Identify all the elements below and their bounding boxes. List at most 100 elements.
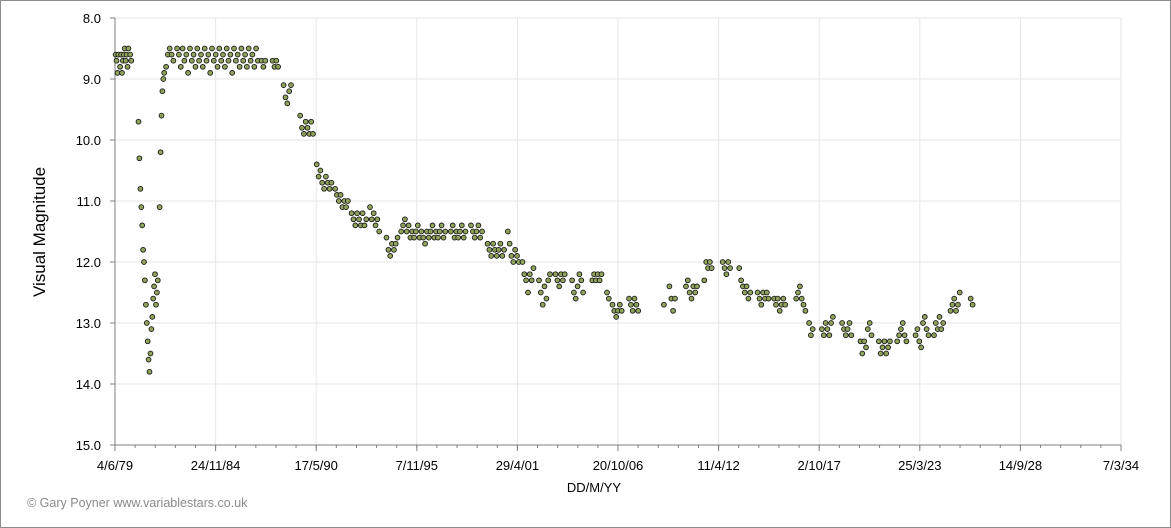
data-point: [139, 222, 146, 229]
data-point: [282, 94, 289, 101]
data-point: [618, 307, 625, 314]
data-point: [672, 295, 678, 302]
data-point: [692, 289, 699, 296]
data-point: [135, 118, 142, 125]
data-point: [275, 63, 281, 70]
data-point: [723, 271, 730, 278]
data-point: [176, 51, 182, 58]
data-point: [391, 246, 397, 253]
data-point: [352, 222, 359, 229]
data-point: [519, 259, 526, 265]
data-point: [629, 307, 636, 314]
data-point: [846, 320, 853, 326]
data-point: [526, 271, 533, 278]
data-point: [196, 57, 202, 64]
data-point: [864, 326, 871, 332]
data-point: [422, 240, 428, 247]
data-point: [223, 45, 230, 52]
data-point: [955, 301, 961, 308]
data-point: [435, 234, 441, 241]
data-point: [598, 271, 605, 278]
data-points: [112, 45, 976, 375]
data-point: [508, 253, 515, 259]
data-point: [317, 167, 324, 174]
data-point: [402, 216, 408, 223]
data-point: [403, 228, 410, 235]
data-point: [547, 271, 553, 278]
data-point: [580, 289, 586, 296]
data-point: [383, 234, 390, 241]
data-point: [166, 45, 173, 52]
data-point: [319, 179, 326, 186]
data-point: [545, 277, 552, 284]
data-point: [798, 295, 805, 302]
data-point: [205, 51, 212, 58]
data-point: [719, 259, 726, 265]
data-point: [876, 338, 882, 345]
data-point: [348, 210, 355, 217]
data-point: [839, 320, 845, 326]
data-point: [477, 234, 484, 241]
data-point: [170, 57, 177, 64]
data-point: [521, 271, 528, 278]
data-point: [449, 222, 456, 229]
data-point: [302, 118, 309, 125]
data-point: [631, 295, 638, 302]
data-point: [122, 57, 129, 64]
data-point: [756, 295, 763, 302]
data-point: [486, 246, 493, 253]
data-point: [280, 82, 287, 88]
x-tick-label: 24/11/84: [191, 458, 241, 473]
data-point: [413, 228, 419, 235]
data-point: [297, 112, 304, 119]
data-point: [288, 82, 294, 88]
data-point: [916, 338, 923, 345]
data-point: [605, 295, 612, 302]
data-point: [774, 295, 781, 302]
data-point: [273, 57, 280, 64]
data-point: [863, 344, 869, 351]
y-tick-label: 12.0: [76, 255, 101, 270]
data-point: [161, 70, 168, 76]
data-point: [727, 265, 733, 271]
data-point: [187, 45, 193, 52]
data-point: [525, 289, 531, 296]
data-point: [262, 57, 269, 64]
data-point: [887, 338, 893, 345]
data-point: [301, 131, 307, 137]
data-point: [809, 326, 816, 332]
data-point: [156, 204, 163, 210]
data-point: [556, 283, 563, 290]
y-tick-label: 13.0: [76, 316, 101, 331]
data-point: [951, 295, 958, 302]
data-point: [490, 240, 496, 247]
data-point: [800, 301, 807, 308]
data-point: [154, 289, 160, 296]
data-point: [128, 57, 135, 64]
data-point: [554, 277, 561, 284]
data-point: [543, 295, 550, 302]
x-tick-label: 2/10/17: [798, 458, 841, 473]
data-point: [949, 301, 956, 308]
axes: [110, 17, 1122, 451]
data-point: [385, 246, 392, 253]
data-point: [510, 259, 517, 265]
x-axis-title: DD/M/YY: [567, 480, 622, 495]
data-point: [159, 88, 166, 95]
data-point: [506, 240, 513, 247]
data-point: [885, 344, 891, 351]
data-point: [765, 295, 772, 302]
data-point: [683, 283, 689, 290]
data-point: [308, 118, 315, 125]
data-point: [345, 198, 351, 204]
data-point: [795, 289, 801, 296]
data-point: [820, 332, 827, 339]
data-point: [931, 332, 937, 339]
data-point: [177, 63, 184, 70]
data-point: [113, 57, 120, 64]
data-point: [475, 222, 482, 229]
data-point: [460, 234, 467, 241]
data-point: [158, 112, 165, 119]
data-point: [163, 63, 169, 70]
data-point: [198, 51, 204, 58]
